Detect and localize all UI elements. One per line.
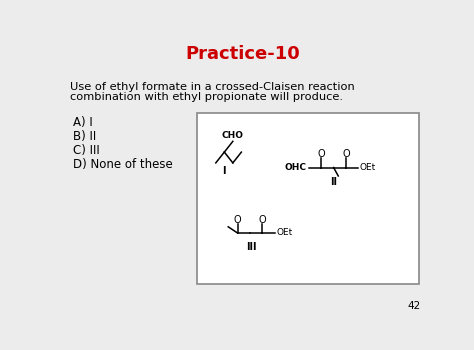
Text: 42: 42 [407,301,420,311]
Text: OEt: OEt [276,229,292,237]
Text: O: O [318,149,325,159]
Text: CHO: CHO [222,132,244,140]
Text: A) I: A) I [73,116,93,130]
Text: O: O [234,215,241,225]
Text: C) III: C) III [73,144,100,157]
Text: II: II [330,177,337,187]
Text: combination with ethyl propionate will produce.: combination with ethyl propionate will p… [70,92,343,103]
Text: O: O [342,149,350,159]
Text: B) II: B) II [73,130,96,143]
Text: D) None of these: D) None of these [73,158,173,171]
Text: OEt: OEt [360,163,376,172]
Bar [197,113,419,284]
Text: OHC: OHC [284,163,307,172]
Text: I: I [222,166,225,176]
Text: Use of ethyl formate in a crossed-Claisen reaction: Use of ethyl formate in a crossed-Claise… [70,82,355,92]
Text: Practice-10: Practice-10 [185,45,301,63]
Text: III: III [246,242,257,252]
Text: O: O [258,215,266,225]
